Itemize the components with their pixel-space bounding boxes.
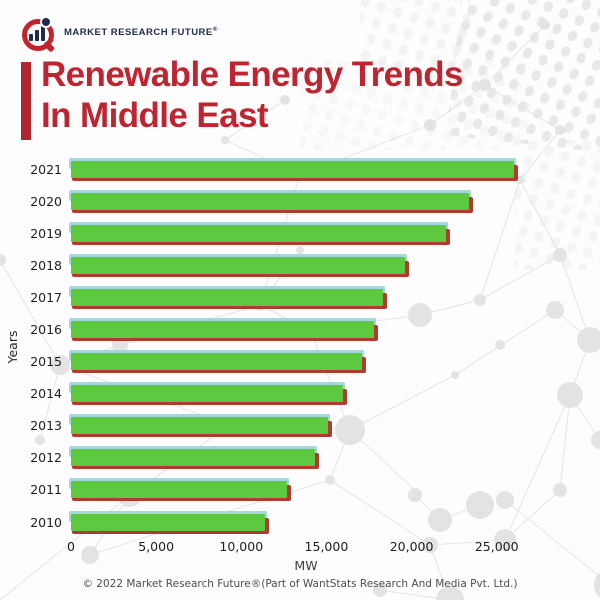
year-label: 2020: [30, 193, 62, 209]
title-accent-bar: [21, 62, 31, 140]
bar-fill: [71, 288, 383, 306]
bar-track: [69, 478, 541, 502]
value-bar: [69, 189, 474, 213]
value-bar: [69, 510, 270, 534]
value-bar: [69, 157, 518, 181]
bar-fill: [71, 192, 470, 210]
brand-name-text: MARKET RESEARCH FUTURE: [64, 27, 213, 39]
title-line-2: In Middle East: [41, 95, 269, 135]
x-axis-ticks: 0 5,000 10,000 15,000 20,000 25,000: [67, 539, 541, 554]
value-bar: [69, 253, 409, 277]
bar-fill: [71, 385, 344, 403]
value-bar: [69, 382, 348, 406]
bar-row: 2020: [0, 185, 600, 217]
brand-logo-icon: [20, 12, 58, 53]
logo-chart-bar: [35, 30, 39, 41]
x-tick-label: 0: [67, 539, 75, 554]
x-tick-label: 20,000: [389, 539, 434, 554]
bar-fill: [71, 224, 446, 242]
value-bar: [69, 446, 319, 470]
bar-row: 2016: [0, 313, 600, 345]
bar-row: 2018: [0, 249, 600, 281]
bar-row: 2013: [0, 410, 600, 442]
x-tick-label: 5,000: [138, 539, 175, 554]
year-label: 2017: [30, 289, 62, 305]
year-label: 2019: [30, 225, 62, 241]
bar-track: [69, 382, 541, 406]
logo-dot: [40, 16, 52, 28]
bar-track: [69, 510, 541, 534]
x-tick-label: 10,000: [219, 539, 264, 554]
bar-fill: [71, 449, 315, 467]
bar-row: 2017: [0, 281, 600, 313]
bar-fill: [71, 353, 363, 371]
year-label: 2012: [30, 450, 62, 466]
bar-track: [69, 157, 541, 181]
bar-track: [69, 253, 541, 277]
bar-track: [69, 189, 541, 213]
value-bar: [69, 318, 379, 342]
year-label: 2014: [30, 386, 62, 402]
year-label: 2018: [30, 257, 62, 273]
logo-chart-bar: [41, 26, 45, 41]
bar-fill: [71, 481, 288, 499]
year-label: 2010: [30, 514, 62, 530]
bar-row: 2012: [0, 442, 600, 474]
value-bar: [69, 478, 292, 502]
copyright-text: © 2022 Market Research Future®(Part of W…: [82, 578, 518, 590]
year-label: 2013: [30, 418, 62, 434]
value-bar: [69, 414, 333, 438]
year-label: 2015: [30, 354, 62, 370]
bar-row: 2021: [0, 153, 600, 185]
year-label: 2021: [30, 161, 62, 177]
brand-name: MARKET RESEARCH FUTURE®: [64, 26, 218, 38]
logo-chart-bar: [29, 34, 33, 41]
bar-track: [69, 350, 541, 374]
bar-chart: 2021 2020 2019 2018 2017 2016 2015 2014 2013 2012…: [0, 153, 600, 538]
x-tick-label: 25,000: [474, 539, 519, 554]
brand-logo: MARKET RESEARCH FUTURE®: [20, 12, 218, 53]
bar-fill: [71, 321, 375, 339]
x-tick-label: 15,000: [304, 539, 349, 554]
value-bar: [69, 221, 450, 245]
title-line-1: Renewable Energy Trends: [41, 55, 464, 94]
bar-row: 2019: [0, 217, 600, 249]
bar-fill: [71, 160, 514, 178]
registered-mark: ®: [212, 25, 219, 33]
year-label: 2016: [30, 322, 62, 338]
bar-row: 2010: [0, 506, 600, 538]
page-title: Renewable Energy Trends In Middle East: [41, 55, 464, 137]
bar-row: 2015: [0, 346, 600, 378]
bar-track: [69, 285, 541, 309]
value-bar: [69, 350, 367, 374]
value-bar: [69, 285, 387, 309]
bar-fill: [71, 417, 329, 435]
logo-ring-shape: [22, 19, 54, 51]
bar-row: 2014: [0, 378, 600, 410]
logo-magnifier-handle: [42, 40, 56, 53]
bar-fill: [71, 256, 405, 274]
bar-fill: [71, 513, 266, 531]
bar-track: [69, 221, 541, 245]
bar-row: 2011: [0, 474, 600, 506]
year-label: 2011: [30, 482, 62, 498]
x-axis-title: MW: [294, 558, 318, 573]
bar-track: [69, 414, 541, 438]
bar-track: [69, 318, 541, 342]
bar-track: [69, 446, 541, 470]
